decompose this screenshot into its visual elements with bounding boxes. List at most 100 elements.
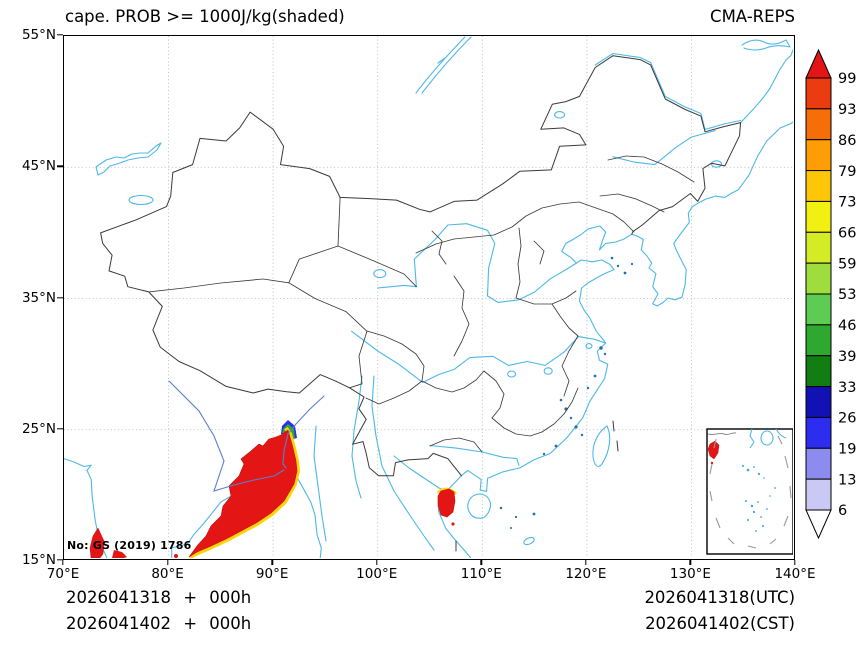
colorbar-tick-label: 86 bbox=[838, 133, 856, 149]
y-tick-label: 45°N bbox=[21, 158, 56, 175]
colorbar-segment bbox=[805, 447, 832, 480]
korea-russia-coastline bbox=[631, 121, 793, 307]
rivers-over-shading bbox=[168, 380, 325, 492]
colorbar-tick-label: 39 bbox=[838, 349, 856, 365]
khanka-lake bbox=[710, 160, 723, 168]
inset-mainland-coast bbox=[707, 432, 737, 436]
y-tick-mark bbox=[57, 34, 63, 36]
taihu-lake bbox=[585, 343, 593, 349]
x-tick-label: 80°E bbox=[151, 566, 184, 582]
y-tick-mark bbox=[57, 296, 63, 299]
boundaries bbox=[100, 55, 742, 552]
y-tick-mark bbox=[57, 165, 63, 167]
colorbar-under-arrow bbox=[805, 509, 832, 540]
colorbar-tick-label: 46 bbox=[838, 318, 856, 334]
bengal-blob-fringe bbox=[189, 426, 300, 558]
lake-issyk-kul bbox=[128, 194, 154, 206]
qinghai-lake bbox=[373, 269, 387, 279]
y-tick-label: 25°N bbox=[21, 420, 56, 437]
province-boundaries bbox=[148, 155, 695, 453]
colorbar-tick-label: 26 bbox=[838, 411, 856, 427]
footer-right: 2026041318(UTC) 2026041402(CST) bbox=[644, 585, 795, 637]
songhua-river bbox=[612, 129, 716, 166]
mekong-river bbox=[371, 375, 435, 551]
brahmaputra-river bbox=[282, 395, 325, 469]
colorbar-tick-label: 66 bbox=[838, 225, 856, 241]
x-tick-mark bbox=[689, 560, 692, 565]
shaded-region-sw-india-2 bbox=[112, 550, 127, 558]
colorbar: 99 93 86 79 73 66 59 53 46 39 33 26 19 13 6 bbox=[805, 48, 856, 540]
colorbar-segment bbox=[805, 386, 832, 418]
y-tick-mark bbox=[57, 428, 63, 430]
map-frame: No: GS (2019) 1786 bbox=[63, 35, 795, 560]
colorbar-segment bbox=[805, 262, 832, 295]
shaded-region-bay-of-bengal bbox=[188, 429, 298, 558]
x-tick-mark bbox=[376, 560, 378, 565]
colorbar-segment bbox=[805, 77, 832, 110]
x-tick-label: 90°E bbox=[255, 566, 289, 582]
colorbar-segment bbox=[805, 231, 832, 264]
x-tick-mark bbox=[166, 560, 169, 565]
shaded-dot-tonkin bbox=[451, 522, 455, 526]
x-tick-label: 140°E bbox=[774, 566, 816, 582]
dongting-lake bbox=[507, 370, 517, 378]
colorbar-tick-label: 13 bbox=[838, 472, 856, 488]
colorbar-segment bbox=[805, 200, 832, 233]
x-tick-label: 70°E bbox=[46, 566, 80, 582]
colorbar-tick-label: 79 bbox=[838, 164, 856, 180]
x-tick-mark bbox=[62, 560, 64, 565]
shaded-region-sw-india bbox=[89, 527, 105, 558]
colorbar-over-arrow bbox=[805, 48, 832, 79]
colorbar-segment bbox=[805, 170, 832, 202]
x-tick-label: 100°E bbox=[356, 566, 398, 582]
map-note: No: GS (2019) 1786 bbox=[67, 539, 192, 552]
x-tick-mark bbox=[585, 560, 587, 565]
colorbar-segment bbox=[805, 324, 832, 357]
hainan-island bbox=[467, 493, 492, 519]
footer-left: 2026041318 + 000h 2026041402 + 000h bbox=[66, 585, 251, 637]
colorbar-tick-label: 93 bbox=[838, 102, 856, 118]
shaded-dot-india bbox=[174, 554, 178, 558]
x-tick-mark bbox=[271, 560, 273, 565]
colorbar-segment bbox=[805, 355, 832, 388]
colorbar-segment bbox=[805, 416, 832, 449]
colorbar-tick-label: 33 bbox=[838, 380, 856, 396]
y-tick-label: 35°N bbox=[21, 289, 56, 306]
south-china-sea-inset bbox=[706, 428, 793, 555]
y-tick-label: 55°N bbox=[21, 27, 56, 43]
shaded-regions bbox=[89, 420, 457, 558]
coastlines bbox=[64, 36, 793, 558]
shaded-region-tonkin bbox=[437, 488, 456, 518]
colorbar-segment bbox=[805, 139, 832, 172]
amur-river bbox=[740, 49, 793, 124]
yangtze-river bbox=[351, 330, 607, 384]
taiwan-island bbox=[592, 425, 611, 467]
colorbar-tick-label: 59 bbox=[838, 256, 856, 272]
island-dots bbox=[499, 256, 634, 529]
colorbar-tick-label: 53 bbox=[838, 287, 856, 303]
footer-valid-utc: 2026041318(UTC) bbox=[644, 588, 795, 607]
x-tick-mark bbox=[480, 560, 482, 565]
pearl-river bbox=[429, 444, 520, 466]
yellow-river bbox=[377, 223, 577, 303]
colorbar-tick-label: 19 bbox=[838, 441, 856, 457]
gridlines bbox=[64, 36, 793, 558]
irrawaddy-river bbox=[313, 425, 327, 542]
inset-hainan-coast bbox=[749, 428, 787, 449]
x-tick-mark bbox=[794, 560, 796, 565]
footer-valid-cst: 2026041402(CST) bbox=[645, 614, 795, 633]
china-coastline bbox=[460, 225, 633, 492]
atoll-outline bbox=[523, 536, 535, 546]
x-tick-label: 130°E bbox=[669, 566, 711, 582]
y-tick-label: 15°N bbox=[21, 552, 56, 568]
china-national-boundary bbox=[100, 55, 742, 477]
boundary-dashes bbox=[455, 420, 619, 552]
inset-dash-line bbox=[709, 435, 792, 549]
footer-init-cst-lead: 2026041402 + 000h bbox=[66, 614, 252, 633]
colorbar-segment bbox=[805, 478, 832, 511]
amur-mouth bbox=[741, 39, 791, 51]
inset-shaded-dot bbox=[710, 461, 714, 465]
colorbar-tick-label: 73 bbox=[838, 195, 856, 211]
colorbar-tick-label: 99 bbox=[838, 71, 856, 87]
